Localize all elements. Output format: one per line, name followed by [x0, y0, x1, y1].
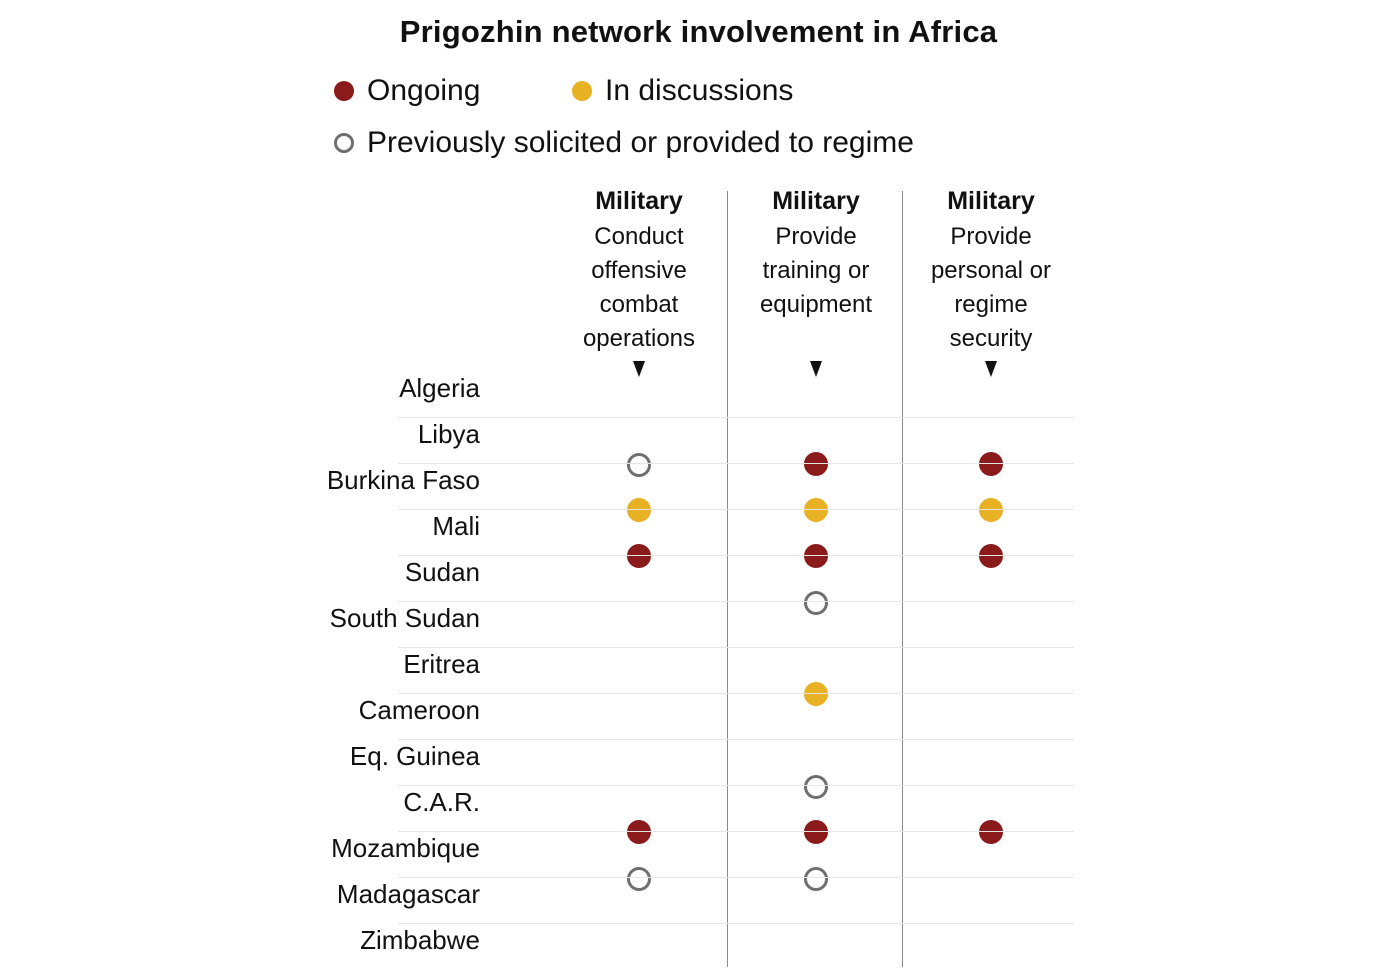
status-mark-ongoing [979, 820, 1003, 844]
chart-title: Prigozhin network involvement in Africa [399, 14, 998, 49]
row-separator [398, 877, 1074, 878]
row-separator [398, 785, 1074, 786]
row-label-country: Sudan [404, 557, 480, 587]
column-description-line: Provide [775, 223, 857, 250]
status-mark-previous [627, 867, 651, 891]
column-divider [727, 191, 728, 967]
status-mark-discussions [804, 498, 828, 522]
column-category: Military [947, 187, 1035, 215]
row-separator [398, 923, 1074, 924]
legend-label-ongoing: Ongoing [367, 74, 481, 107]
status-mark-ongoing [627, 820, 651, 844]
status-mark-previous [804, 867, 828, 891]
legend-label-discussions: In discussions [605, 74, 794, 107]
status-mark-ongoing [627, 544, 651, 568]
status-mark-ongoing [979, 544, 1003, 568]
column-header-training: Military Provide training or equipment [731, 186, 901, 322]
row-separator [398, 463, 1074, 464]
down-arrow-icon [633, 361, 645, 377]
row-separator [398, 739, 1074, 740]
row-label-country: Zimbabwe [360, 925, 480, 955]
column-description-line: combat [599, 291, 679, 318]
status-mark-ongoing [979, 452, 1003, 476]
row-separator [398, 417, 1074, 418]
row-separator [398, 509, 1074, 510]
status-mark-previous [804, 775, 828, 799]
column-description-line: equipment [759, 291, 873, 318]
row-label-country: Mali [432, 511, 480, 541]
status-mark-discussions [804, 682, 828, 706]
row-label-country: South Sudan [329, 603, 480, 633]
status-mark-discussions [979, 498, 1003, 522]
row-label-country: Mozambique [331, 833, 480, 863]
row-label-country: Eritrea [403, 649, 480, 679]
row-label-country: C.A.R. [403, 787, 480, 817]
column-description-line: operations [582, 325, 696, 352]
column-header-combat: Military Conduct offensive combat operat… [554, 186, 724, 356]
column-category: Military [595, 187, 683, 215]
ongoing-dot-icon [334, 81, 354, 101]
row-label-country: Cameroon [358, 695, 480, 725]
legend-item-ongoing: Ongoing [334, 74, 480, 108]
column-category: Military [772, 187, 860, 215]
row-label-country: Algeria [399, 373, 480, 403]
discussions-dot-icon [572, 81, 592, 101]
legend-item-previous: Previously solicited or provided to regi… [334, 126, 914, 160]
column-description-line: security [949, 325, 1033, 352]
row-label-country: Eq. Guinea [349, 741, 480, 771]
down-arrow-icon [810, 361, 822, 377]
column-description-line: Provide [950, 223, 1032, 250]
row-label-country: Madagascar [336, 879, 480, 909]
column-header-security: Military Provide personal or regime secu… [906, 186, 1076, 356]
previous-circle-icon [334, 133, 354, 153]
legend-item-discussions: In discussions [572, 74, 793, 108]
status-mark-discussions [627, 498, 651, 522]
column-description: Provide personal or regime security [906, 220, 1076, 356]
status-mark-ongoing [804, 820, 828, 844]
column-divider [902, 191, 903, 967]
column-description-line: Conduct [594, 223, 684, 250]
column-description-line: offensive [591, 257, 687, 284]
row-separator [398, 601, 1074, 602]
down-arrow-icon [985, 361, 997, 377]
row-label-country: Burkina Faso [326, 465, 480, 495]
row-separator [398, 831, 1074, 832]
row-separator [398, 693, 1074, 694]
column-description: Provide training or equipment [731, 220, 901, 322]
column-description-line: personal or [930, 257, 1052, 284]
row-separator [398, 555, 1074, 556]
status-mark-ongoing [804, 452, 828, 476]
status-mark-ongoing [804, 544, 828, 568]
column-description-line: regime [954, 291, 1028, 318]
column-description: Conduct offensive combat operations [554, 220, 724, 356]
column-description-line: training or [762, 257, 870, 284]
status-mark-previous [627, 453, 651, 477]
legend-label-previous: Previously solicited or provided to regi… [367, 126, 914, 159]
status-mark-previous [804, 591, 828, 615]
row-separator [398, 647, 1074, 648]
row-label-country: Libya [417, 419, 480, 449]
